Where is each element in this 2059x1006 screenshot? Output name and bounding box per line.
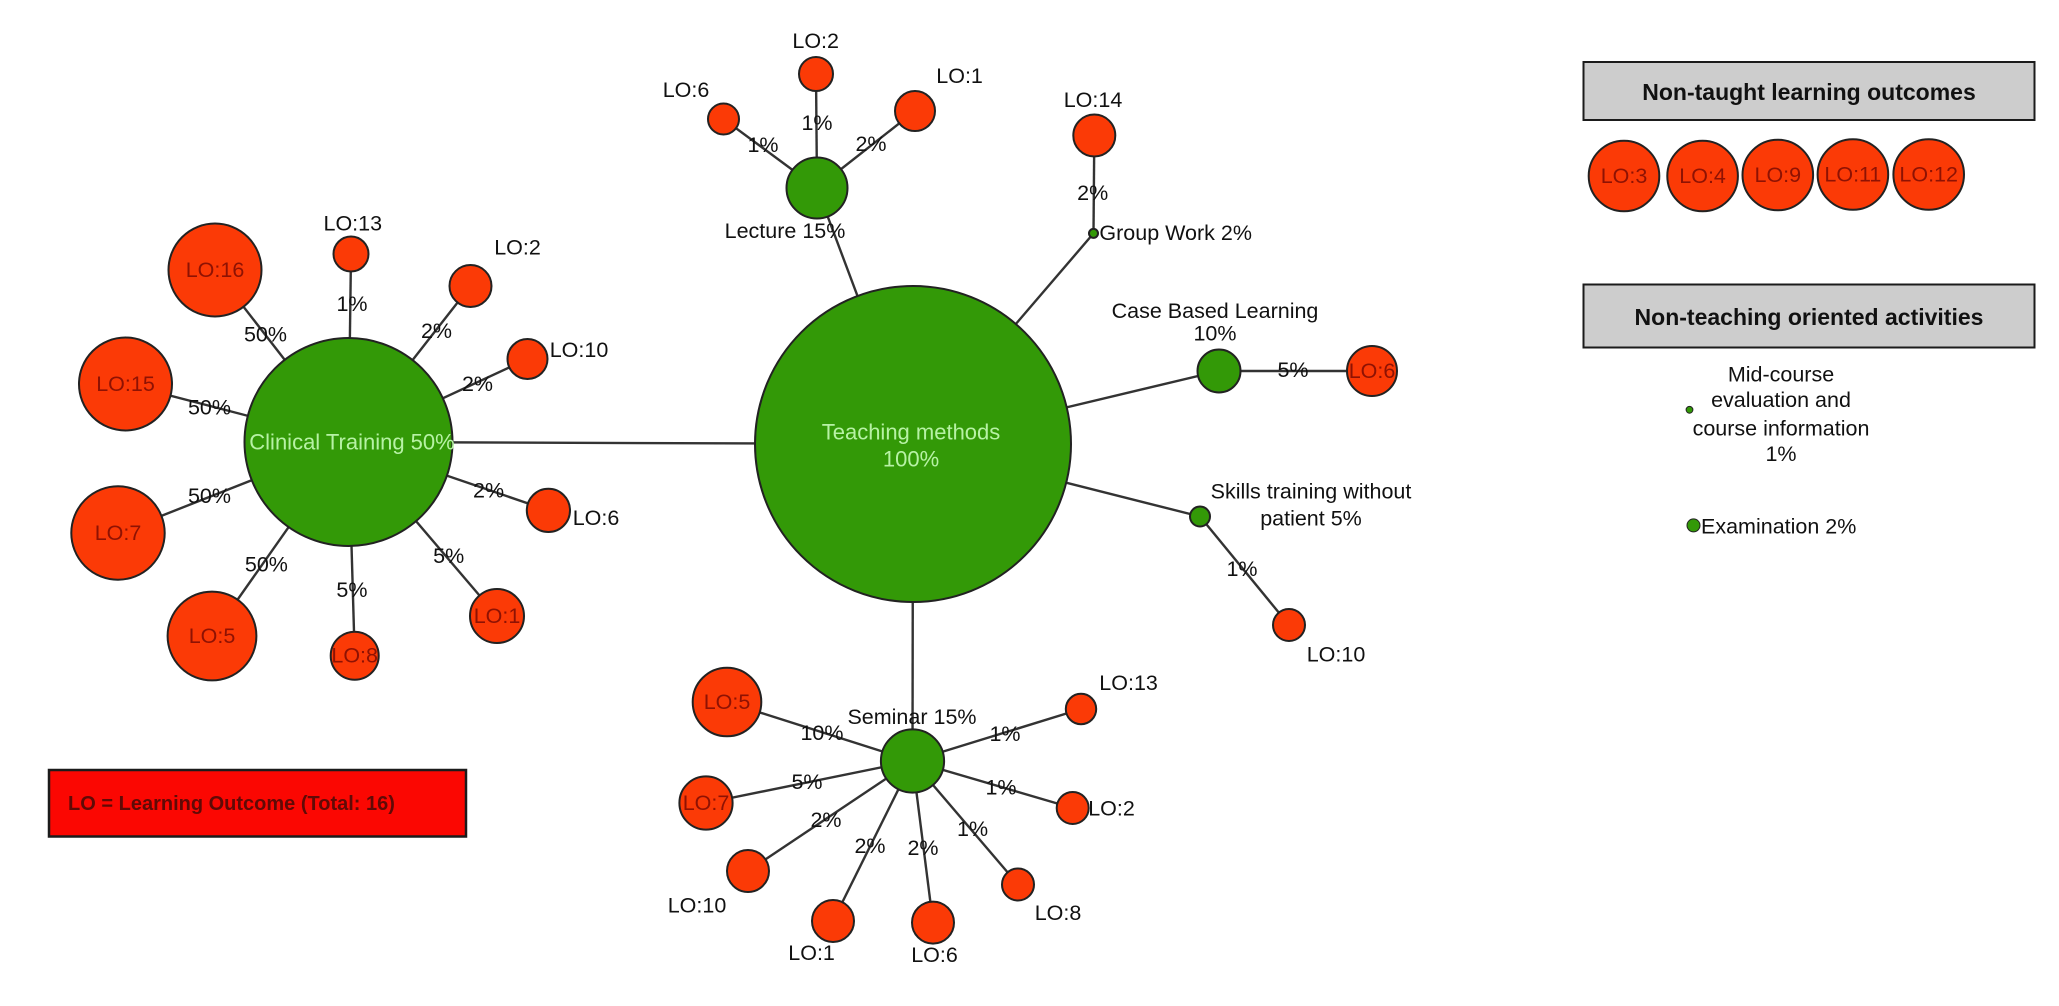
svg-text:2%: 2% [854, 834, 885, 858]
svg-text:LO:5: LO:5 [189, 624, 236, 648]
svg-text:1%: 1% [1765, 442, 1796, 466]
svg-text:5%: 5% [1277, 358, 1308, 382]
svg-text:LO:2: LO:2 [494, 236, 541, 260]
svg-text:LO:9: LO:9 [1754, 163, 1801, 187]
svg-text:50%: 50% [188, 396, 231, 420]
svg-text:LO:15: LO:15 [96, 372, 155, 396]
svg-text:LO:6: LO:6 [663, 78, 710, 102]
svg-text:LO:10: LO:10 [550, 338, 609, 362]
svg-text:10%: 10% [800, 721, 843, 745]
svg-text:5%: 5% [336, 578, 367, 602]
svg-text:100%: 100% [883, 447, 939, 472]
svg-text:Non-taught learning outcomes: Non-taught learning outcomes [1642, 79, 1976, 105]
svg-text:LO:6: LO:6 [573, 506, 620, 530]
svg-text:2%: 2% [421, 319, 452, 343]
svg-text:5%: 5% [791, 770, 822, 794]
svg-text:LO:7: LO:7 [95, 521, 142, 545]
svg-text:Non-teaching oriented activiti: Non-teaching oriented activities [1635, 304, 1984, 330]
svg-text:LO:3: LO:3 [1601, 164, 1648, 188]
svg-text:LO:10: LO:10 [1307, 643, 1366, 667]
svg-text:LO:4: LO:4 [1679, 164, 1726, 188]
svg-text:Teaching methods: Teaching methods [822, 420, 1001, 445]
svg-text:50%: 50% [188, 484, 231, 508]
svg-text:2%: 2% [473, 478, 504, 502]
svg-text:Examination 2%: Examination 2% [1701, 515, 1856, 539]
svg-text:LO:1: LO:1 [788, 941, 835, 965]
svg-text:LO:5: LO:5 [704, 690, 751, 714]
svg-text:1%: 1% [747, 133, 778, 157]
svg-text:Case Based Learning: Case Based Learning [1112, 299, 1319, 323]
svg-text:LO:13: LO:13 [324, 212, 383, 236]
svg-text:Group Work 2%: Group Work 2% [1099, 221, 1252, 245]
svg-text:LO:2: LO:2 [792, 29, 839, 53]
svg-text:50%: 50% [244, 323, 287, 347]
svg-text:evaluation and: evaluation and [1711, 388, 1851, 412]
svg-text:LO:10: LO:10 [668, 894, 727, 918]
svg-text:LO:16: LO:16 [186, 258, 245, 282]
svg-text:LO:7: LO:7 [683, 791, 730, 815]
svg-text:50%: 50% [245, 553, 288, 577]
svg-text:LO:6: LO:6 [1349, 359, 1396, 383]
svg-text:LO:8: LO:8 [331, 644, 378, 668]
svg-text:1%: 1% [801, 111, 832, 135]
svg-text:LO:6: LO:6 [911, 943, 958, 967]
svg-text:LO:8: LO:8 [1035, 901, 1082, 925]
svg-text:2%: 2% [810, 808, 841, 832]
svg-text:Skills training without: Skills training without [1211, 479, 1412, 503]
svg-text:Lecture 15%: Lecture 15% [725, 219, 846, 243]
svg-text:2%: 2% [462, 372, 493, 396]
svg-text:1%: 1% [957, 817, 988, 841]
svg-text:1%: 1% [985, 776, 1016, 800]
svg-text:1%: 1% [1226, 557, 1257, 581]
svg-text:LO:11: LO:11 [1824, 163, 1881, 187]
svg-text:LO:14: LO:14 [1064, 88, 1123, 112]
svg-text:LO:13: LO:13 [1099, 671, 1158, 695]
svg-text:LO:2: LO:2 [1088, 796, 1135, 820]
svg-text:2%: 2% [855, 132, 886, 156]
svg-text:5%: 5% [433, 544, 464, 568]
svg-text:1%: 1% [989, 722, 1020, 746]
svg-text:LO = Learning Outcome (Total:: LO = Learning Outcome (Total: 16) [68, 793, 395, 815]
svg-text:LO:1: LO:1 [474, 604, 521, 628]
svg-text:LO:1: LO:1 [936, 64, 983, 88]
svg-text:course information: course information [1693, 417, 1870, 441]
svg-text:2%: 2% [907, 836, 938, 860]
svg-text:Mid-course: Mid-course [1728, 363, 1834, 387]
svg-text:Clinical Training 50%: Clinical Training 50% [249, 430, 454, 455]
svg-text:1%: 1% [336, 292, 367, 316]
svg-text:2%: 2% [1077, 181, 1108, 205]
svg-text:10%: 10% [1193, 322, 1236, 346]
svg-text:Seminar 15%: Seminar 15% [847, 705, 976, 729]
svg-text:LO:12: LO:12 [1899, 163, 1958, 187]
svg-text:patient 5%: patient 5% [1260, 506, 1362, 530]
